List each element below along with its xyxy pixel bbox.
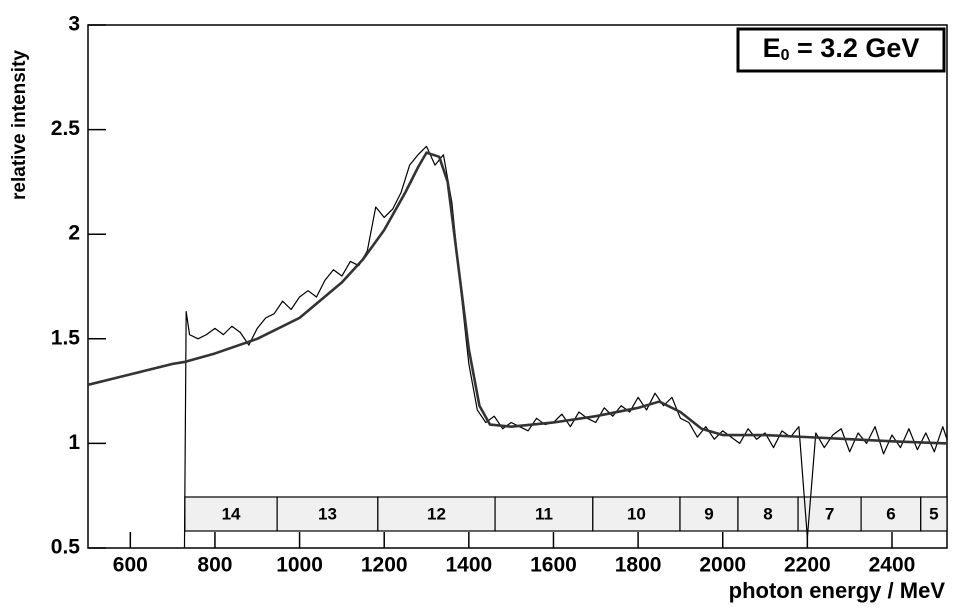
plot-frame: [87, 24, 948, 549]
y-tick-label: 2.5: [51, 117, 81, 140]
annotation-rest: = 3.2 GeV: [790, 33, 920, 63]
x-tick-label: 2400: [869, 554, 916, 577]
annotation-box: [736, 27, 946, 73]
x-tick-label: 1800: [615, 554, 662, 577]
band: [920, 496, 948, 532]
y-tick-label: 2: [68, 222, 80, 245]
band-label: 9: [704, 504, 713, 523]
band: [737, 496, 799, 532]
band-label: 13: [318, 504, 337, 523]
y-tick-label: 3: [68, 13, 80, 36]
x-tick-label: 1000: [276, 554, 323, 577]
band-label: 5: [929, 504, 938, 523]
x-tick-label: 2000: [699, 554, 746, 577]
x-tick-label: 1400: [445, 554, 492, 577]
band: [184, 496, 278, 532]
band: [679, 496, 739, 532]
x-tick-label: 600: [113, 554, 148, 577]
band: [592, 496, 681, 532]
band-label: 10: [627, 504, 646, 523]
series-line: [87, 151, 948, 445]
band: [860, 496, 922, 532]
band: [276, 496, 379, 532]
band-label: 8: [763, 504, 772, 523]
y-tick-label: 1.5: [51, 326, 81, 349]
annotation-main: E: [763, 33, 781, 63]
y-tick-label: 0.5: [51, 536, 81, 559]
x-tick-label: 1600: [530, 554, 577, 577]
series-line: [183, 145, 948, 549]
band-label: 11: [535, 504, 553, 523]
annotation: E0 = 3.2 GeV: [763, 33, 920, 64]
band-label: 6: [886, 504, 895, 523]
band: [377, 496, 496, 532]
x-axis-label: photon energy / MeV: [729, 578, 946, 603]
y-axis-label: relative intensity: [9, 50, 30, 200]
x-tick-label: 1200: [361, 554, 408, 577]
x-tick-label: 2200: [784, 554, 831, 577]
band-label: 14: [222, 504, 241, 523]
band-label: 12: [427, 504, 446, 523]
y-tick-label: 1: [68, 431, 80, 454]
band-label: 7: [825, 504, 834, 523]
annotation-sub: 0: [781, 47, 790, 64]
x-tick-label: 800: [197, 554, 232, 577]
